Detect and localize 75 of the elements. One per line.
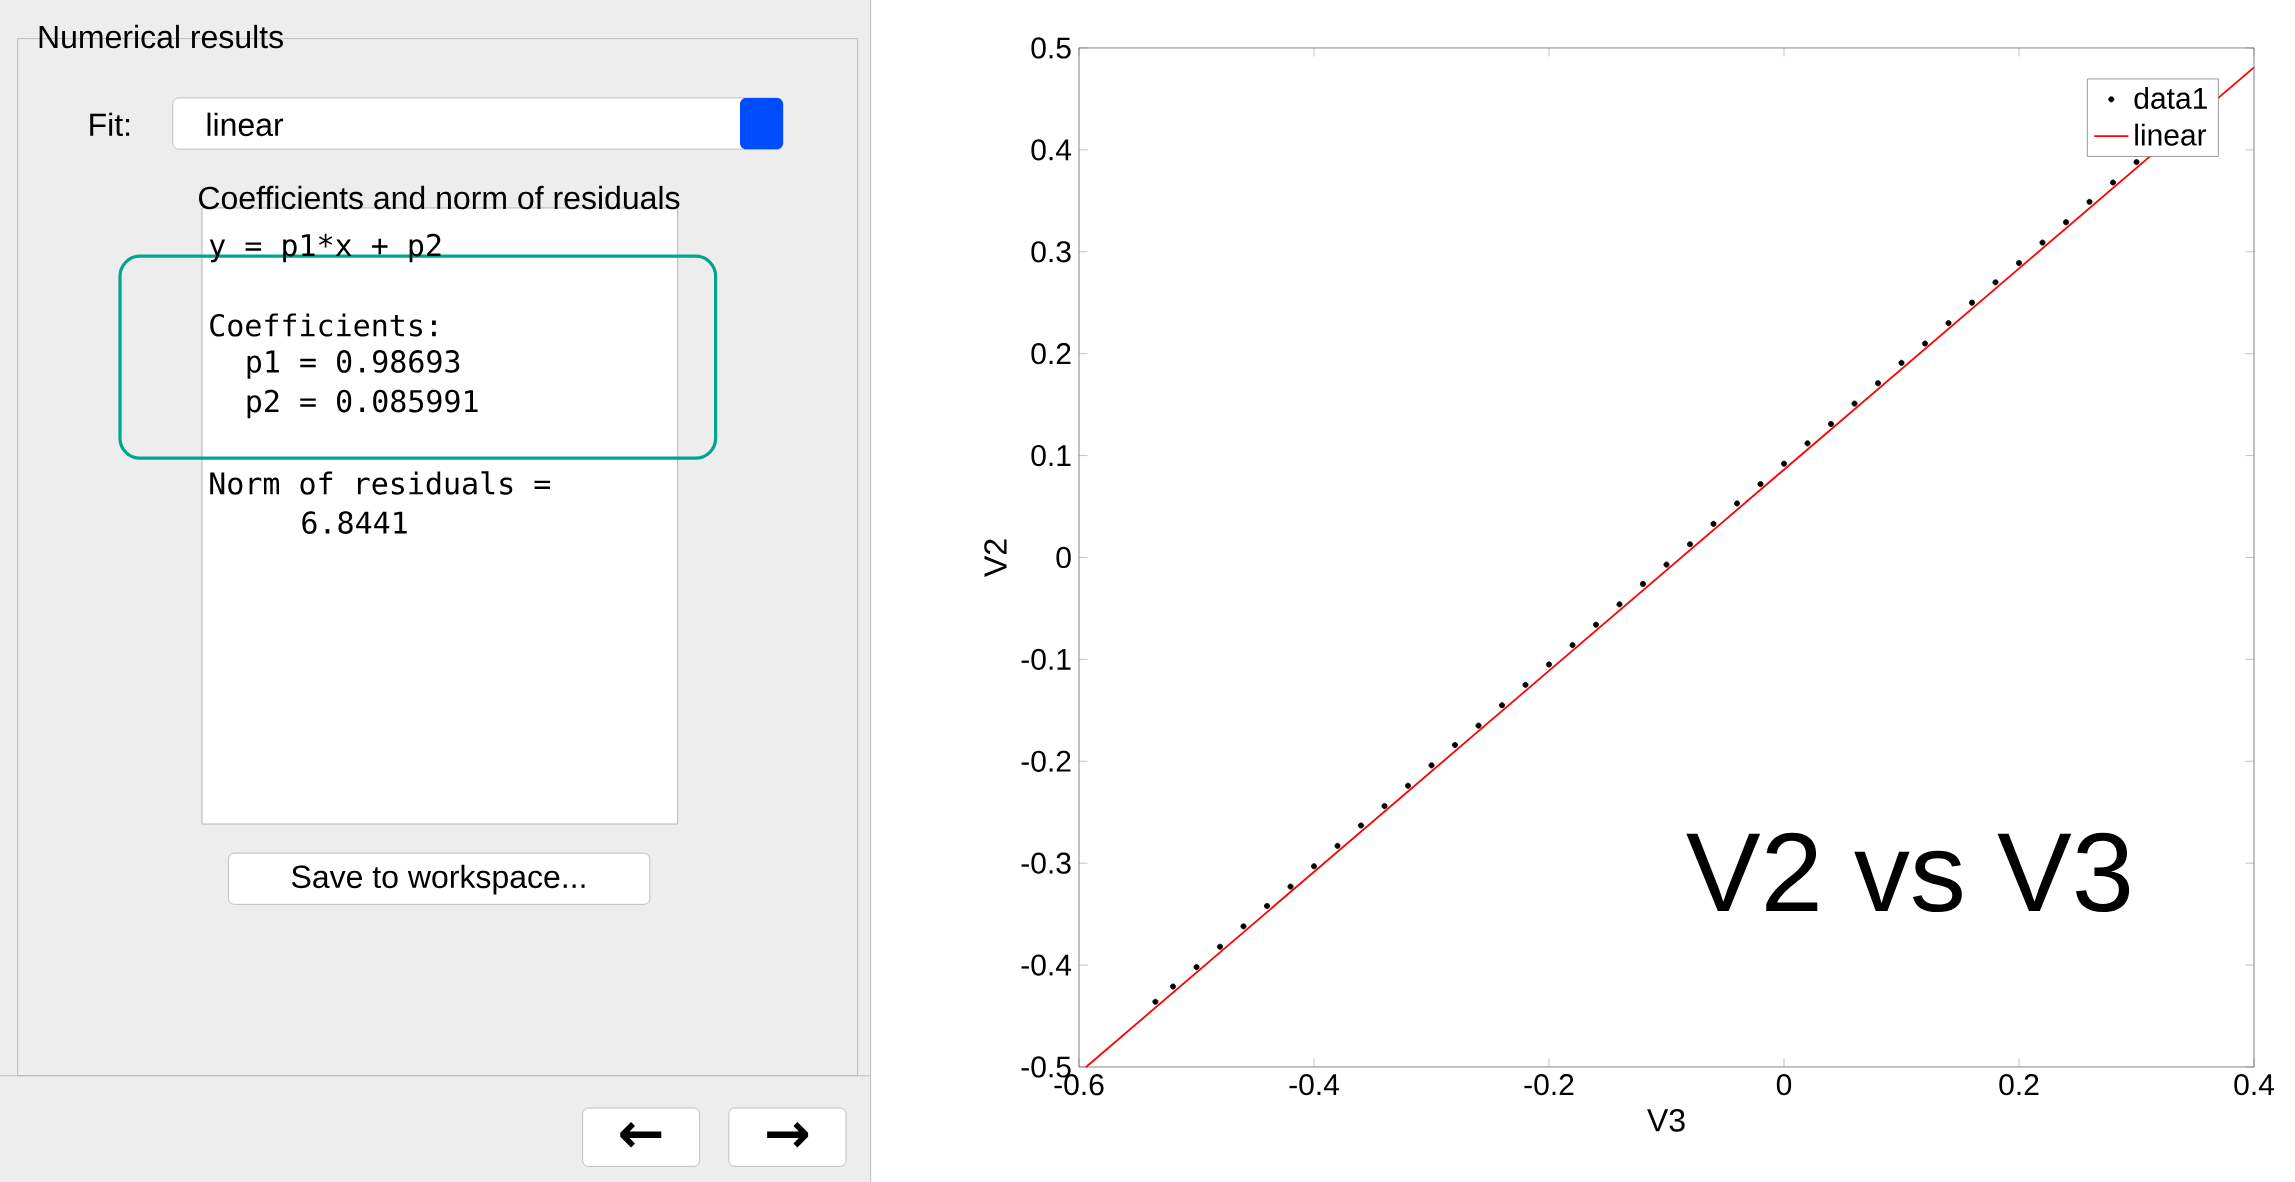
text: Save to workspace... bbox=[291, 864, 585, 895]
point bbox=[1616, 601, 1623, 608]
point bbox=[1405, 782, 1412, 789]
point bbox=[1781, 460, 1788, 467]
y-tick-label: -0.4 bbox=[1021, 954, 1072, 976]
x-tick-label: 0.2 bbox=[1999, 1074, 2039, 1096]
point bbox=[1945, 320, 1952, 327]
point bbox=[1569, 642, 1576, 649]
point bbox=[1334, 842, 1341, 849]
point bbox=[1875, 380, 1882, 387]
text: linear bbox=[207, 112, 284, 137]
point bbox=[1969, 299, 1976, 306]
x-tick-label: -0.4 bbox=[1289, 1074, 1339, 1096]
point bbox=[1475, 722, 1482, 729]
y-tick-label: 0.3 bbox=[1031, 241, 1071, 263]
text: 6.8441 bbox=[302, 511, 407, 534]
x-tick-label: 0 bbox=[1776, 1074, 1792, 1096]
point bbox=[1287, 883, 1294, 890]
point bbox=[1851, 400, 1858, 407]
text: Coefficients and norm of residuals bbox=[199, 185, 680, 210]
point bbox=[2086, 198, 2093, 205]
y-tick-label: -0.3 bbox=[1021, 852, 1071, 874]
point bbox=[1640, 580, 1647, 587]
point bbox=[1710, 520, 1717, 527]
point bbox=[1757, 481, 1764, 488]
point bbox=[1358, 822, 1365, 829]
text: p2 = 0.085991 bbox=[247, 389, 478, 419]
point bbox=[1152, 998, 1159, 1005]
point bbox=[1898, 359, 1905, 366]
point bbox=[1992, 279, 1999, 286]
y-tick-label: 0.2 bbox=[1031, 343, 1071, 365]
y-tick-label: -0.1 bbox=[1021, 648, 1071, 670]
point bbox=[1428, 762, 1435, 769]
point bbox=[1546, 661, 1553, 668]
point bbox=[1922, 340, 1929, 347]
x-tick-label: -0.2 bbox=[1524, 1074, 1574, 1096]
point bbox=[1452, 741, 1459, 748]
x-axis-title: V3 bbox=[1647, 1109, 1685, 1132]
point bbox=[2016, 259, 2023, 266]
y-tick-label: 0.5 bbox=[1031, 37, 1071, 59]
point bbox=[1522, 681, 1529, 688]
text: p1 = 0.98693 bbox=[247, 350, 460, 379]
point bbox=[1828, 420, 1835, 427]
point bbox=[1499, 702, 1506, 709]
point bbox=[1264, 902, 1271, 909]
point bbox=[1240, 923, 1247, 930]
point bbox=[1170, 983, 1177, 990]
text: Coefficients: bbox=[210, 313, 436, 337]
text: Norm of residuals = bbox=[210, 471, 551, 495]
text: ← bbox=[620, 1122, 662, 1148]
text: Fit: bbox=[90, 112, 130, 137]
text: Numerical results bbox=[39, 24, 283, 49]
y-tick-label: 0.4 bbox=[1031, 139, 1072, 161]
legend-label: data1 bbox=[2134, 86, 2207, 109]
legend-label: linear bbox=[2135, 123, 2207, 146]
y-tick-label: -0.2 bbox=[1021, 750, 1071, 772]
point bbox=[2063, 219, 2070, 226]
point bbox=[1687, 541, 1694, 548]
point bbox=[2039, 239, 2046, 246]
point bbox=[2110, 179, 2117, 186]
point bbox=[1193, 964, 1200, 971]
y-axis-title: V2 bbox=[984, 539, 1007, 577]
point bbox=[1663, 561, 1670, 568]
point bbox=[1593, 621, 1600, 628]
point bbox=[2133, 159, 2140, 166]
y-tick-label: 0 bbox=[1056, 546, 1071, 569]
text: → bbox=[767, 1122, 809, 1148]
point bbox=[1381, 803, 1388, 810]
y-tick-label: 0.1 bbox=[1031, 444, 1071, 467]
point bbox=[1734, 500, 1741, 507]
point bbox=[1804, 440, 1811, 447]
point bbox=[1217, 943, 1224, 950]
point bbox=[1311, 863, 1318, 870]
x-tick-label: 0.4 bbox=[2234, 1074, 2274, 1096]
annotation: V2 vs V3 bbox=[1686, 832, 2130, 913]
